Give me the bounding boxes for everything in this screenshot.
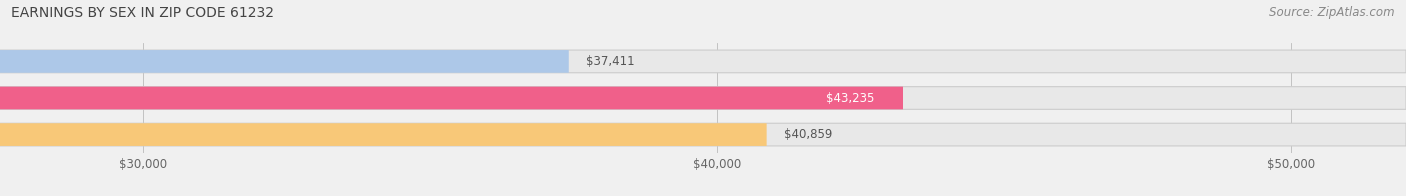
Text: EARNINGS BY SEX IN ZIP CODE 61232: EARNINGS BY SEX IN ZIP CODE 61232 — [11, 6, 274, 20]
Text: Source: ZipAtlas.com: Source: ZipAtlas.com — [1270, 6, 1395, 19]
FancyBboxPatch shape — [0, 123, 766, 146]
Text: $43,235: $43,235 — [825, 92, 875, 104]
Text: $37,411: $37,411 — [586, 55, 634, 68]
FancyBboxPatch shape — [0, 123, 1406, 146]
FancyBboxPatch shape — [0, 50, 569, 73]
FancyBboxPatch shape — [0, 87, 903, 109]
Text: $40,859: $40,859 — [785, 128, 832, 141]
FancyBboxPatch shape — [0, 87, 1406, 109]
FancyBboxPatch shape — [0, 50, 1406, 73]
